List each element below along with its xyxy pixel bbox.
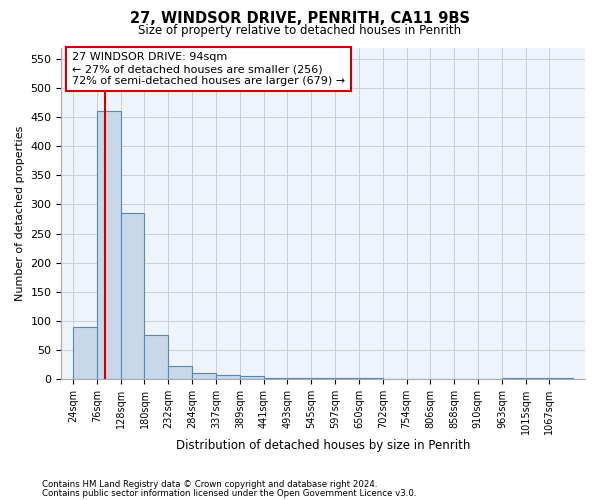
Bar xyxy=(216,375,240,379)
Bar xyxy=(263,378,287,379)
Text: 27, WINDSOR DRIVE, PENRITH, CA11 9BS: 27, WINDSOR DRIVE, PENRITH, CA11 9BS xyxy=(130,11,470,26)
Bar xyxy=(73,326,97,379)
Bar xyxy=(145,335,168,379)
Bar xyxy=(359,378,383,379)
Bar xyxy=(311,378,335,379)
Text: Contains public sector information licensed under the Open Government Licence v3: Contains public sector information licen… xyxy=(42,488,416,498)
Text: 27 WINDSOR DRIVE: 94sqm
← 27% of detached houses are smaller (256)
72% of semi-d: 27 WINDSOR DRIVE: 94sqm ← 27% of detache… xyxy=(72,52,345,86)
Bar xyxy=(502,378,526,379)
Bar xyxy=(192,373,215,379)
Bar xyxy=(287,378,311,379)
Bar xyxy=(121,213,145,379)
Bar xyxy=(168,366,192,379)
Bar xyxy=(240,376,263,379)
Text: Contains HM Land Registry data © Crown copyright and database right 2024.: Contains HM Land Registry data © Crown c… xyxy=(42,480,377,489)
Bar xyxy=(335,378,359,379)
Text: Size of property relative to detached houses in Penrith: Size of property relative to detached ho… xyxy=(139,24,461,37)
Bar xyxy=(97,112,121,379)
Bar xyxy=(526,378,550,379)
X-axis label: Distribution of detached houses by size in Penrith: Distribution of detached houses by size … xyxy=(176,440,470,452)
Bar xyxy=(550,378,573,379)
Y-axis label: Number of detached properties: Number of detached properties xyxy=(15,126,25,301)
